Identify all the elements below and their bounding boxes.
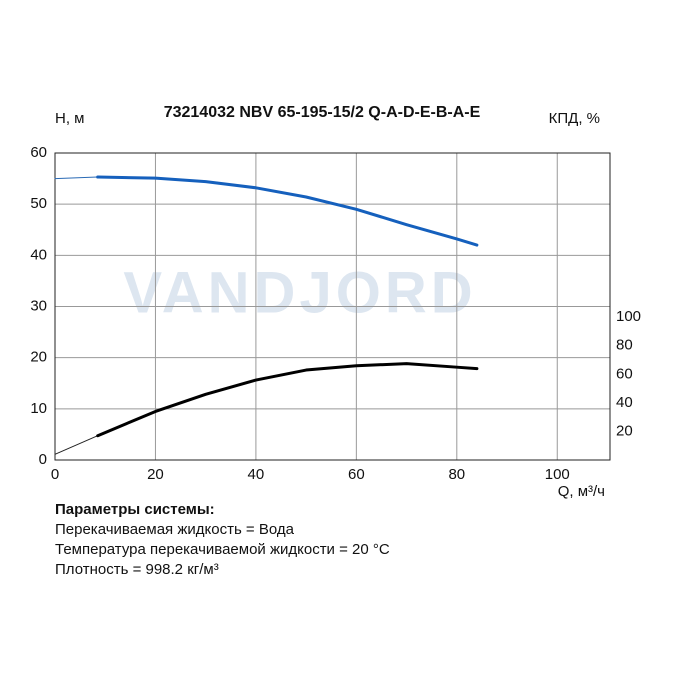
y-tick-label: 60 (30, 144, 47, 161)
parameter-line: Перекачиваемая жидкость = Вода (55, 521, 294, 538)
parameter-line: Температура перекачиваемой жидкости = 20… (55, 541, 390, 558)
parameters: Параметры системы: Перекачиваемая жидкос… (55, 500, 390, 580)
plot-frame (54, 152, 611, 461)
chart: VANDJORD 73214032 NBV 65-195-15/2 Q-A-D-… (30, 104, 641, 500)
y2-tick-label: 60 (616, 365, 633, 382)
y2-tick-label: 40 (616, 394, 633, 411)
curve (96, 175, 479, 247)
x-tick-label: 100 (545, 466, 570, 483)
x-tick-label: 60 (348, 466, 365, 483)
y2-tick-label: 80 (616, 337, 633, 354)
y2-axis-label: КПД, % (549, 110, 600, 127)
curve (96, 362, 479, 438)
y2-tick-label: 20 (616, 422, 633, 439)
watermark: VANDJORD (123, 260, 476, 325)
x-tick-label: 0 (51, 466, 59, 483)
x-axis-label: Q, м³/ч (558, 483, 605, 500)
y-tick-label: 0 (39, 451, 47, 468)
y2-tick-label: 100 (616, 308, 641, 325)
parameter-line: Плотность = 998.2 кг/м³ (55, 561, 219, 578)
y-tick-label: 50 (30, 195, 47, 212)
y-axis-label: H, м (55, 110, 84, 127)
y-tick-label: 20 (30, 349, 47, 366)
x-tick-label: 20 (147, 466, 164, 483)
y-tick-label: 30 (30, 297, 47, 314)
y-tick-label: 40 (30, 246, 47, 263)
x-tick-label: 80 (448, 466, 465, 483)
chart-title: 73214032 NBV 65-195-15/2 Q-A-D-E-B-A-E (164, 104, 481, 121)
curve (54, 435, 99, 455)
y-tick-label: 10 (30, 400, 47, 417)
parameters-heading: Параметры системы: (55, 501, 215, 518)
curve (54, 176, 99, 180)
x-tick-label: 40 (248, 466, 265, 483)
